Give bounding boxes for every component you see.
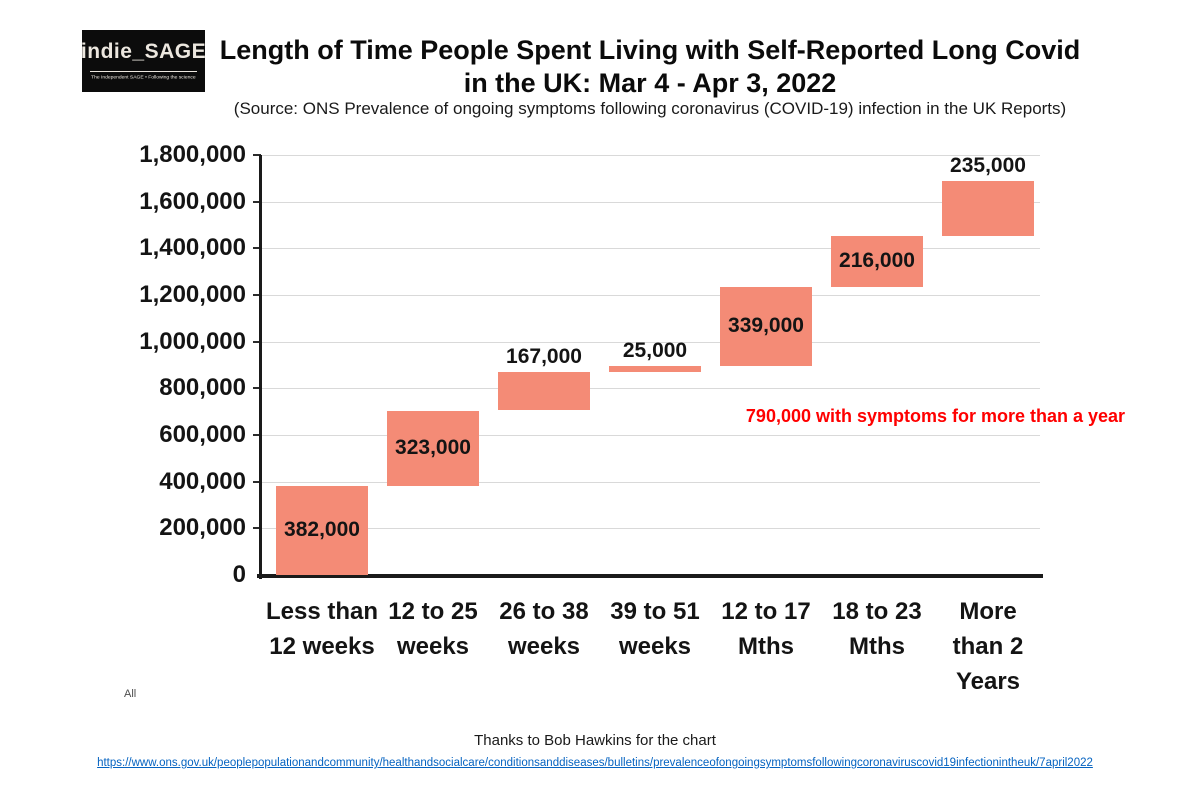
x-axis-label: Less than 12 weeks xyxy=(265,598,379,660)
title-line-1: Length of Time People Spent Living with … xyxy=(219,35,1081,65)
x-axis-label: More than 2 Years xyxy=(952,598,1024,695)
y-axis-tick xyxy=(253,480,261,483)
gridline xyxy=(262,295,1040,296)
filter-all-label: All xyxy=(124,688,137,700)
y-axis-label: 200,000 xyxy=(159,514,246,542)
indie-sage-logo: indie_SAGE The Independent SAGE • Follow… xyxy=(80,30,207,92)
bar-value-label: 167,000 xyxy=(506,344,582,368)
y-axis-label: 1,800,000 xyxy=(139,141,246,168)
logo-divider xyxy=(90,71,197,72)
y-axis-label: 1,200,000 xyxy=(139,281,246,308)
gridline xyxy=(262,201,1040,203)
y-axis-tick xyxy=(253,387,261,390)
waterfall-bar xyxy=(498,371,590,411)
page-title: Length of Time People Spent Living with … xyxy=(190,34,1110,100)
y-axis-tick xyxy=(253,340,261,343)
bar-value-label: 235,000 xyxy=(950,154,1026,178)
bar-value-label: 323,000 xyxy=(395,436,471,460)
y-axis-label: 0 xyxy=(232,561,246,588)
gridline xyxy=(262,341,1040,343)
logo-brand-text: indie_SAGE xyxy=(80,40,207,63)
gridline xyxy=(262,388,1040,390)
logo-tagline: The Independent SAGE • Following the sci… xyxy=(91,74,196,80)
credit-text: Thanks to Bob Hawkins for the chart xyxy=(474,732,716,749)
source-note: (Source: ONS Prevalence of ongoing sympt… xyxy=(233,99,1067,118)
title-line-2: in the UK: Mar 4 - Apr 3, 2022 xyxy=(463,68,837,98)
y-axis-label: 400,000 xyxy=(159,467,246,495)
waterfall-bar xyxy=(609,365,701,372)
gridline xyxy=(262,155,1040,156)
y-axis-line xyxy=(259,155,262,579)
gridline xyxy=(262,528,1040,530)
x-axis-label: 39 to 51 weeks xyxy=(610,598,700,660)
bar-value-label: 382,000 xyxy=(284,518,360,542)
bar-value-label: 216,000 xyxy=(839,249,915,273)
y-axis-label: 1,400,000 xyxy=(139,234,246,262)
waterfall-bar xyxy=(387,410,479,486)
y-axis-label: 1,000,000 xyxy=(139,327,246,355)
y-axis-tick xyxy=(253,154,261,156)
waterfall-bar xyxy=(831,236,923,287)
gridline xyxy=(262,435,1040,436)
x-axis-label: 12 to 17 Mths xyxy=(721,598,811,660)
x-axis-label: 12 to 25 weeks xyxy=(388,598,478,660)
waterfall-bar xyxy=(942,181,1034,237)
y-axis-tick xyxy=(253,527,261,530)
y-axis-label: 600,000 xyxy=(159,421,246,448)
gridline xyxy=(262,481,1040,483)
x-axis-label: 26 to 38 weeks xyxy=(499,598,589,660)
bar-value-label: 25,000 xyxy=(622,338,688,362)
y-axis-tick xyxy=(253,247,261,250)
annotation-more-than-a-year: 790,000 with symptoms for more than a ye… xyxy=(745,406,1126,426)
gridline xyxy=(262,248,1040,250)
waterfall-bar xyxy=(276,485,368,575)
x-axis-line xyxy=(257,574,1043,578)
y-axis-tick xyxy=(253,434,261,436)
waterfall-bar xyxy=(720,286,812,366)
y-axis-tick xyxy=(253,200,261,203)
y-axis-tick xyxy=(253,294,261,296)
y-axis-label: 800,000 xyxy=(159,374,246,402)
ons-source-link[interactable]: https://www.ons.gov.uk/peoplepopulationa… xyxy=(97,757,1093,769)
bar-value-label: 339,000 xyxy=(728,314,804,338)
y-axis-label: 1,600,000 xyxy=(139,187,246,215)
x-axis-label: 18 to 23 Mths xyxy=(832,598,922,660)
